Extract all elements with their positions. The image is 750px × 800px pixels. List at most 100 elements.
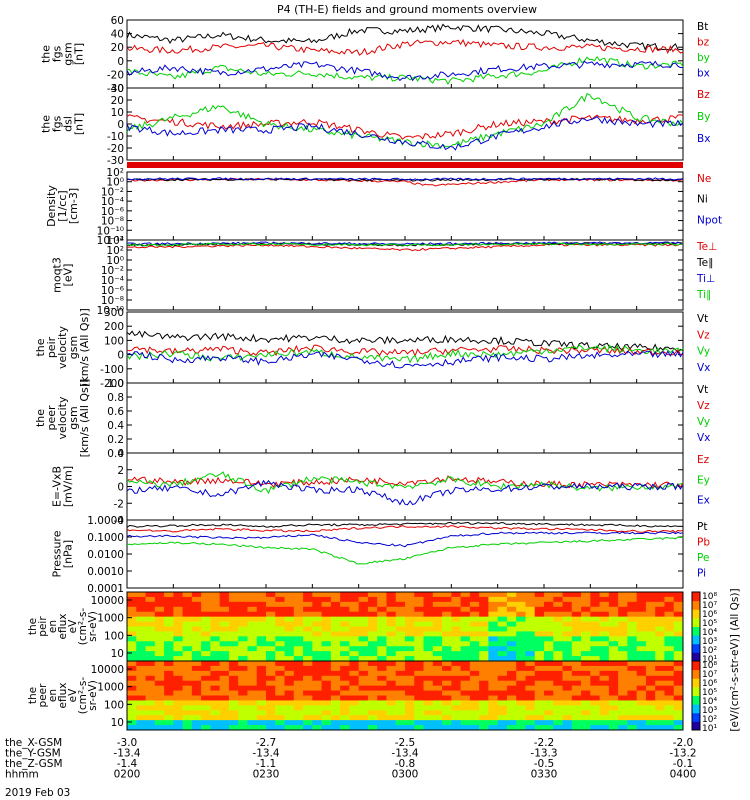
spectro-cell (256, 596, 267, 603)
spectro-cell (266, 596, 276, 603)
spectro-cell (256, 601, 267, 608)
spectro-cell (340, 665, 350, 672)
spectro-cell (469, 725, 480, 731)
spectro-cell (479, 592, 489, 598)
series-line-Vz (126, 344, 684, 358)
spectro-cell (228, 705, 239, 711)
spectro-cell (266, 710, 276, 716)
spectro-cell (293, 626, 304, 632)
spectro-cell (340, 675, 350, 682)
spectro-cell (608, 685, 619, 692)
spectro-cell (571, 700, 582, 706)
spectro-cell (553, 646, 564, 652)
spectro-cell (191, 626, 202, 632)
spectro-cell (488, 621, 499, 627)
spectro-cell (191, 596, 202, 603)
spectro-cell (673, 705, 684, 711)
spectro-cell (525, 626, 536, 632)
spectro-cell (210, 656, 221, 662)
spectro-cell (154, 641, 165, 647)
spectro-cell (284, 685, 295, 692)
spectro-cell (247, 611, 258, 618)
spectro-cell (201, 636, 211, 642)
spectro-cell (534, 636, 545, 642)
spectro-cell (284, 611, 295, 618)
spectro-cell (238, 601, 248, 608)
spectro-cell (284, 646, 295, 652)
spectro-cell (127, 626, 137, 632)
spectro-cell (219, 661, 230, 667)
spectro-cell (571, 705, 582, 711)
series-line-Ez (126, 475, 684, 489)
spectro-cell (442, 695, 452, 701)
spectro-cell (544, 685, 554, 692)
spectro-cell (349, 626, 360, 632)
spectro-cell (303, 710, 313, 716)
y-tick-label: -30 (107, 155, 124, 167)
spectro-cell (173, 601, 184, 608)
spectro-cell (516, 611, 526, 618)
spectro-cell (358, 665, 369, 672)
spectro-cell (136, 700, 147, 706)
spectro-cell (330, 592, 341, 598)
spectro-cell (275, 601, 286, 608)
spectro-cell (516, 631, 526, 637)
spectro-cell (154, 665, 165, 672)
spectro-cell (330, 700, 341, 706)
spectro-cell (377, 621, 387, 627)
y-axis-label: peir (37, 616, 49, 637)
spectro-cell (321, 700, 332, 706)
spectro-cell (284, 690, 295, 696)
spectro-cell (303, 641, 313, 647)
spectro-cell (553, 720, 564, 726)
spectro-cell (228, 675, 239, 682)
spectro-cell (414, 675, 425, 682)
spectro-cell (405, 606, 415, 613)
spectro-cell (451, 661, 462, 667)
spectro-cell (293, 700, 304, 706)
spectro-cell (275, 636, 286, 642)
panel-density: 10²10⁰10⁻²10⁻⁴10⁻⁶10⁻⁸10⁻¹⁰10⁻¹²Density[… (45, 167, 722, 247)
spectro-cell (423, 646, 434, 652)
spectro-cell (497, 665, 508, 672)
spectro-cell (238, 616, 248, 623)
spectro-cell (303, 606, 313, 613)
spectro-cell (442, 611, 452, 618)
spectro-cell (534, 710, 545, 716)
spectro-cell (330, 636, 341, 642)
spectro-cell (330, 651, 341, 657)
spectro-cell (636, 651, 647, 657)
spectro-cell (256, 715, 267, 721)
spectro-cell (414, 646, 425, 652)
legend-entry: Te∥ (696, 257, 713, 269)
spectro-cell (516, 705, 526, 711)
spectro-cell (210, 621, 221, 627)
y-tick-label: 10⁻⁶ (101, 285, 124, 297)
spectro-cell (442, 641, 452, 647)
spectro-cell (228, 626, 239, 632)
spectro-cell (395, 700, 406, 706)
spectro-cell (303, 656, 313, 662)
spectro-cell (127, 705, 137, 711)
spectro-cell (145, 700, 156, 706)
spectro-cell (312, 606, 323, 613)
spectro-cell (340, 715, 350, 721)
spectro-cell (154, 685, 165, 692)
spectro-cell (312, 715, 323, 721)
spectro-cell (534, 616, 545, 623)
spectro-cell (321, 592, 332, 598)
spectro-cell (284, 665, 295, 672)
spectro-cell (340, 616, 350, 623)
spectro-cell (497, 725, 508, 731)
panels-group: 6040200-20-40thefgsgsm[nT]Btbzbybx302010… (34, 15, 722, 595)
spectro-cell (590, 665, 601, 672)
y-tick-label: 100 (104, 699, 124, 711)
spectro-cell (432, 651, 443, 657)
spectro-cell (238, 626, 248, 632)
spectro-cell (673, 601, 684, 608)
spectro-cell (534, 592, 545, 598)
colorbar-swatch (692, 721, 700, 731)
spectro-cell (451, 656, 462, 662)
spectro-cell (275, 656, 286, 662)
